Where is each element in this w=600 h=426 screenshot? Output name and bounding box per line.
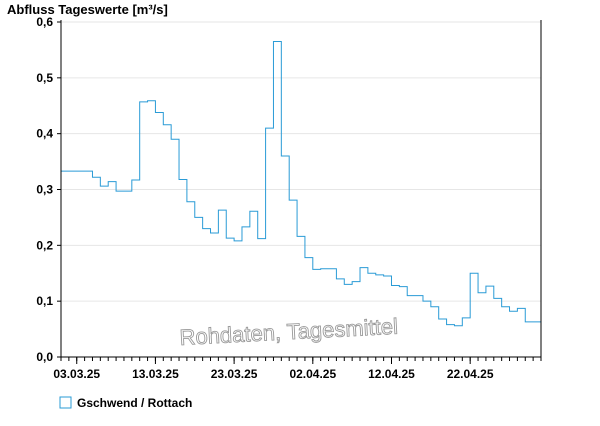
legend-label: Gschwend / Rottach [77, 396, 192, 410]
series-layer [61, 41, 541, 327]
x-tick-label: 03.03.25 [53, 367, 100, 381]
series-line [61, 41, 541, 327]
x-tick-label: 12.04.25 [368, 367, 415, 381]
x-tick-label: 02.04.25 [289, 367, 336, 381]
x-tick-label: 22.04.25 [447, 367, 494, 381]
x-tick-label: 13.03.25 [132, 367, 179, 381]
legend: Gschwend / Rottach [59, 396, 192, 410]
axis-layer: 0,0 0,1 0,2 0,3 0,4 0,5 0,6 03.03.25 13.03.25 23.… [36, 15, 542, 381]
y-tick-label: 0,4 [36, 127, 53, 141]
y-tick-label: 0,6 [36, 15, 53, 29]
y-tick-label: 0,3 [36, 183, 53, 197]
y-tick-label: 0,1 [36, 294, 53, 308]
y-tick-label: 0,0 [36, 350, 53, 364]
y-tick-label: 0,2 [36, 238, 53, 252]
y-tick-label: 0,5 [36, 71, 53, 85]
x-tick-label: 23.03.25 [211, 367, 258, 381]
legend-swatch [59, 396, 72, 409]
grid-layer [61, 21, 541, 302]
watermark: Rohdaten, Tagesmittel [179, 314, 399, 350]
chart-title: Abfluss Tageswerte [m³/s] [7, 2, 168, 17]
